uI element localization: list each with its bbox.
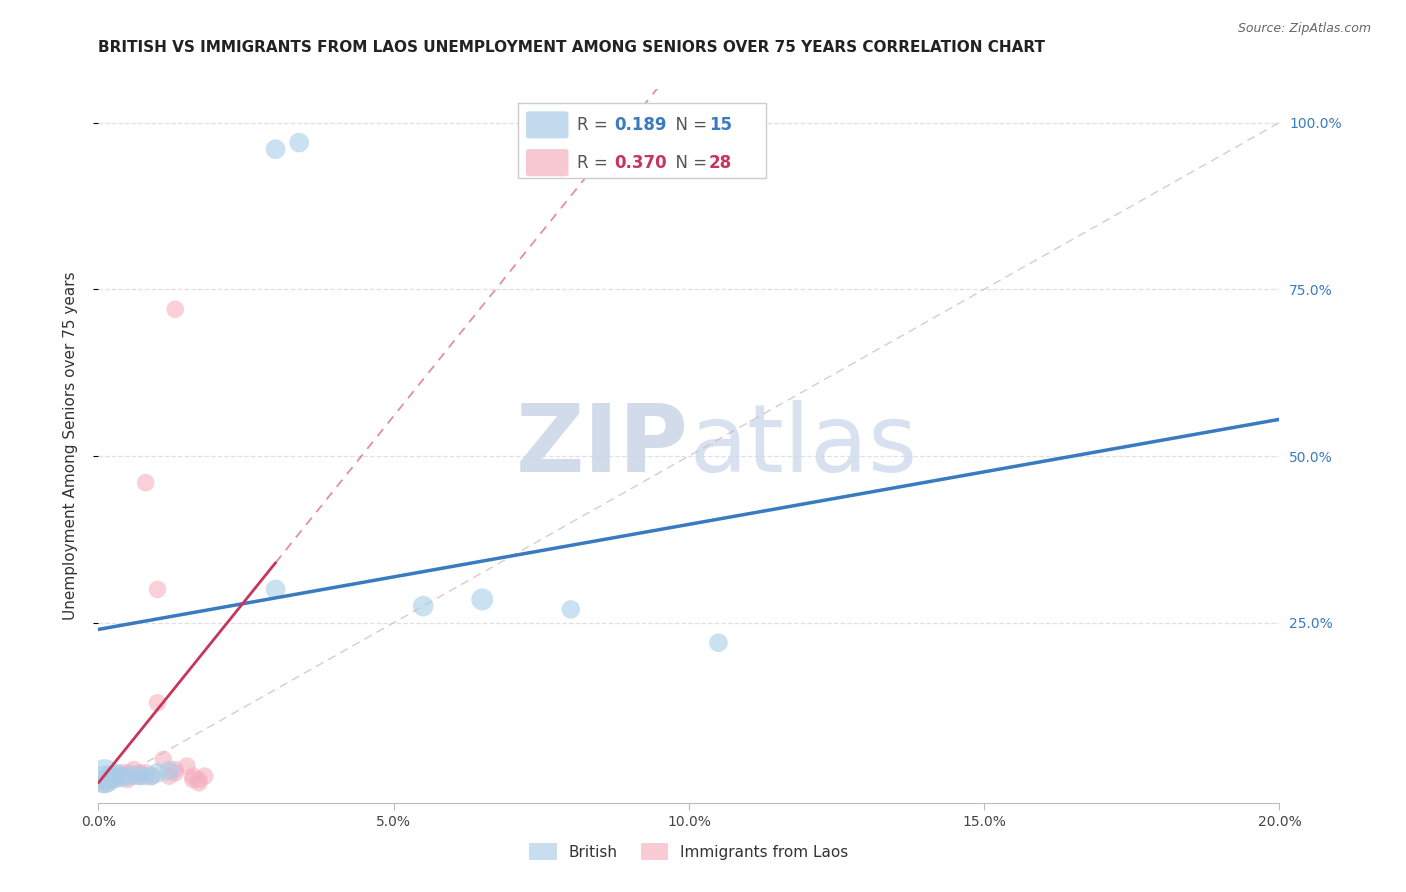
Point [141, 769, 163, 783]
Point [181, 772, 204, 787]
Point [111, 765, 134, 780]
Point [187, 772, 209, 787]
Point [117, 765, 139, 780]
Point [146, 696, 169, 710]
Point [165, 302, 187, 317]
Text: R =: R = [576, 116, 613, 134]
Y-axis label: Unemployment Among Seniors over 75 years: Unemployment Among Seniors over 75 years [63, 272, 77, 620]
Point [93, 772, 115, 787]
Point [111, 769, 134, 783]
Point [98, 769, 121, 783]
Point [165, 765, 187, 780]
Point [128, 769, 150, 783]
Text: N =: N = [665, 153, 713, 171]
Point [128, 769, 150, 783]
Point [181, 769, 204, 783]
Point [146, 765, 169, 780]
Point [141, 769, 163, 783]
Text: N =: N = [665, 116, 713, 134]
FancyBboxPatch shape [526, 112, 568, 138]
Point [122, 768, 145, 782]
Point [707, 636, 730, 650]
Point [264, 582, 287, 597]
Point [152, 752, 174, 766]
Point [135, 765, 157, 780]
Point [105, 768, 128, 782]
Point [471, 592, 494, 607]
Point [560, 602, 582, 616]
Point [111, 771, 134, 785]
Point [146, 582, 169, 597]
Point [176, 759, 198, 773]
FancyBboxPatch shape [517, 103, 766, 178]
Point [122, 769, 145, 783]
Point [135, 475, 157, 490]
Point [194, 769, 217, 783]
Point [117, 772, 139, 787]
Text: 15: 15 [709, 116, 733, 134]
Point [157, 764, 180, 778]
Point [105, 772, 128, 787]
Point [93, 776, 115, 790]
Text: 28: 28 [709, 153, 733, 171]
Text: ZIP: ZIP [516, 400, 689, 492]
Point [165, 763, 187, 777]
Text: atlas: atlas [689, 400, 917, 492]
Text: BRITISH VS IMMIGRANTS FROM LAOS UNEMPLOYMENT AMONG SENIORS OVER 75 YEARS CORRELA: BRITISH VS IMMIGRANTS FROM LAOS UNEMPLOY… [98, 40, 1046, 55]
Point [187, 776, 209, 790]
Point [135, 769, 157, 783]
Point [157, 769, 180, 783]
Text: 0.189: 0.189 [614, 116, 666, 134]
Point [93, 772, 115, 787]
Point [117, 769, 139, 783]
FancyBboxPatch shape [526, 149, 568, 177]
Point [264, 142, 287, 156]
Point [98, 772, 121, 787]
Point [93, 769, 115, 783]
Point [288, 136, 311, 150]
Point [128, 765, 150, 780]
Text: R =: R = [576, 153, 613, 171]
Legend: British, Immigrants from Laos: British, Immigrants from Laos [523, 837, 855, 866]
Point [98, 771, 121, 785]
Point [122, 763, 145, 777]
Point [412, 599, 434, 613]
Text: 0.370: 0.370 [614, 153, 668, 171]
Text: Source: ZipAtlas.com: Source: ZipAtlas.com [1237, 22, 1371, 36]
